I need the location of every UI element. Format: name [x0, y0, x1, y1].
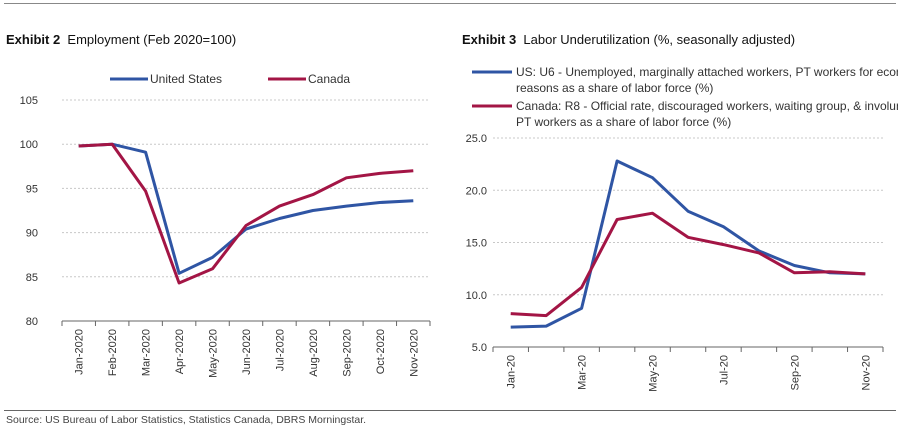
ex2-ytick-label: 80 — [26, 316, 38, 328]
ex3-xtick-label: Sep-20 — [789, 355, 801, 390]
ex3-legend-canada-label: Canada: R8 - Official rate, discouraged … — [516, 99, 898, 113]
ex2-legend-us-label: United States — [150, 72, 222, 86]
ex2-ytick-label: 105 — [20, 95, 38, 107]
ex2-ytick-label: 85 — [26, 272, 38, 284]
ex3-legend-canada-label: PT workers as a share of labor force (%) — [516, 115, 731, 129]
ex3-xtick-label: Nov-20 — [860, 355, 872, 390]
ex2-xtick-label: Oct-2020 — [375, 329, 387, 374]
ex3-legend-us-label: reasons as a share of labor force (%) — [516, 81, 713, 95]
ex3-xtick-label: Jul-20 — [718, 355, 730, 385]
ex2-xtick-label: Apr-2020 — [174, 329, 186, 374]
ex2-xtick-label: Sep-2020 — [341, 329, 353, 377]
ex3-ytick-label: 5.0 — [472, 342, 487, 354]
ex3-series-us-u6-line — [510, 159, 866, 329]
ex2-xtick-label: May-2020 — [208, 329, 220, 378]
ex3-ytick-label: 15.0 — [466, 238, 487, 250]
exhibit2-title: Exhibit 2 Employment (Feb 2020=100) — [6, 32, 236, 47]
ex3-ytick-label: 25.0 — [466, 133, 487, 145]
ex2-series-us-line — [78, 142, 414, 275]
ex3-legend-us-label: US: U6 - Unemployed, marginally attached… — [516, 65, 898, 79]
ex3-xtick-label: May-20 — [648, 355, 660, 392]
ex2-xtick-label: Jun-2020 — [241, 329, 253, 375]
ex3-xtick-label: Mar-20 — [577, 355, 589, 390]
ex2-xtick-label: Nov-2020 — [408, 329, 420, 377]
ex3-xtick-label: Jan-20 — [506, 355, 518, 389]
top-rule — [4, 3, 896, 4]
ex2-xtick-label: Jul-2020 — [274, 329, 286, 371]
exhibit2-label: Exhibit 2 — [6, 32, 61, 47]
exhibit3-subtitle: Labor Underutilization (%, seasonally ad… — [523, 32, 796, 47]
ex2-legend-canada-label: Canada — [308, 72, 350, 86]
ex2-ytick-label: 95 — [26, 183, 38, 195]
ex2-ytick-label: 90 — [26, 228, 38, 240]
ex3-ytick-label: 10.0 — [466, 290, 487, 302]
ex3-series-canada-r8-line — [510, 211, 866, 318]
exhibit3-label: Exhibit 3 — [462, 32, 517, 47]
source-note: Source: US Bureau of Labor Statistics, S… — [6, 414, 367, 426]
ex2-xtick-label: Aug-2020 — [308, 329, 320, 377]
ex3-ytick-label: 20.0 — [466, 185, 487, 197]
exhibit2-subtitle: Employment (Feb 2020=100) — [67, 32, 237, 47]
ex2-xtick-label: Mar-2020 — [141, 329, 153, 376]
ex2-xtick-label: Jan-2020 — [74, 329, 86, 375]
ex2-series-canada-line — [78, 142, 414, 285]
ex2-xtick-label: Feb-2020 — [107, 329, 119, 376]
exhibit3-title: Exhibit 3 Labor Underutilization (%, sea… — [462, 32, 795, 47]
ex2-ytick-label: 100 — [20, 139, 38, 151]
bottom-rule — [4, 410, 896, 411]
